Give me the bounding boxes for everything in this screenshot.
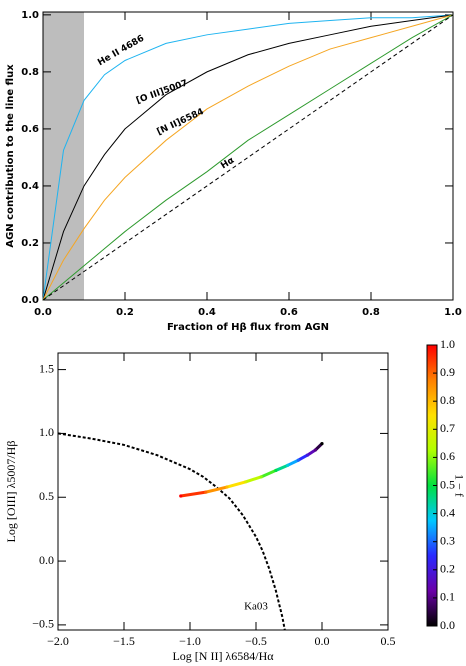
colorbar-tick-label: 0.1 <box>440 590 455 604</box>
series-label: Hα <box>219 156 236 172</box>
y-tick-label: 1.0 <box>21 10 39 21</box>
track-segment <box>297 453 309 462</box>
curve-label: Ka03 <box>244 601 268 613</box>
x-tick-label: 1.0 <box>444 307 462 318</box>
track-point <box>243 480 248 484</box>
colorbar-label: 1 − f <box>452 474 466 497</box>
colorbar-tick-label: 0.6 <box>440 449 455 463</box>
track-point <box>259 475 263 479</box>
y-tick-label: 1.0 <box>39 425 54 439</box>
x-tick-label: 0.5 <box>381 634 396 648</box>
track-segment <box>180 490 207 498</box>
series-label: [O III]5007 <box>135 78 189 106</box>
x-tick-label: −1.0 <box>179 634 201 648</box>
x-tick-label: 0.2 <box>116 307 134 318</box>
track-point <box>305 453 310 457</box>
colorbar-tick-label: 0.8 <box>440 393 455 407</box>
track-segment <box>244 475 262 484</box>
curve-group <box>58 432 286 630</box>
x-tick-label: 0.8 <box>362 307 380 318</box>
y-axis-label: Log [OIII] λ5007/Hβ <box>4 441 18 543</box>
track-segment <box>205 485 228 494</box>
x-tick-label: 0.4 <box>198 307 216 318</box>
track-point <box>320 442 324 446</box>
colorbar-tick-label: 0.5 <box>440 477 455 491</box>
track-point <box>286 463 290 467</box>
colorbar-tick-label: 0.7 <box>440 421 455 435</box>
x-tick-label: −0.5 <box>245 634 267 648</box>
bottom-panel: −2.0 −1.5 −1.0 −0.5 0.0 0.5 −0.5 0.0 0.5 1.0 1.5 Lo… <box>4 337 466 663</box>
colorbar-tick-label: 0.4 <box>440 505 455 519</box>
colorbar-tick-label: 0.0 <box>440 618 455 632</box>
track-point <box>313 448 317 452</box>
series-line <box>42 14 454 301</box>
track-point <box>296 458 300 462</box>
plot-frame <box>57 352 389 631</box>
track-segment <box>287 458 299 467</box>
track-point <box>179 494 183 498</box>
x-tick-label: 0.0 <box>34 307 52 318</box>
plot-frame <box>42 11 454 301</box>
y-tick-label: 0.8 <box>21 67 39 78</box>
y-tick-label: 0.0 <box>39 553 54 567</box>
track-point <box>225 485 229 489</box>
x-tick-label: −2.0 <box>47 634 69 648</box>
track-point <box>274 468 278 473</box>
x-tick-label: 0.6 <box>280 307 298 318</box>
colorbar-tick-label: 1.0 <box>440 337 455 351</box>
track-segment <box>275 463 289 472</box>
y-tick-label: 0.4 <box>21 181 39 192</box>
demarcation-line <box>58 432 286 630</box>
x-tick-label: 0.0 <box>315 634 330 648</box>
track-segment <box>260 469 277 479</box>
y-tick-label: 0.5 <box>39 489 54 503</box>
y-tick-label: 0.6 <box>21 124 39 135</box>
y-tick-label: 1.5 <box>39 361 54 375</box>
series-line <box>42 14 454 301</box>
y-tick-label: 0.0 <box>21 295 39 306</box>
y-tick-label: 0.2 <box>21 238 39 249</box>
series-label: [N II]6584 <box>156 107 206 137</box>
series-line <box>42 14 454 301</box>
series-line <box>42 14 454 301</box>
x-axis-label: Log [N II] λ6584/Hα <box>172 649 274 663</box>
colorbar-tick-label: 0.9 <box>440 365 455 379</box>
x-axis-label: Fraction of Hβ flux from AGN <box>167 322 329 333</box>
colorbar-tick-label: 0.2 <box>440 562 455 576</box>
top-panel: 0.0 0.2 0.4 0.6 0.8 1.0 0.0 0.2 0.4 0.6 0.8 1.0 Frac… <box>5 10 462 333</box>
y-axis-label: AGN contribution to the line flux <box>5 64 16 248</box>
series-line <box>42 14 454 301</box>
track-segment <box>226 480 246 489</box>
x-tick-label: −1.5 <box>113 634 135 648</box>
colorbar-tick-label: 0.3 <box>440 533 455 547</box>
track-point <box>204 490 208 494</box>
y-tick-label: −0.5 <box>32 617 54 631</box>
